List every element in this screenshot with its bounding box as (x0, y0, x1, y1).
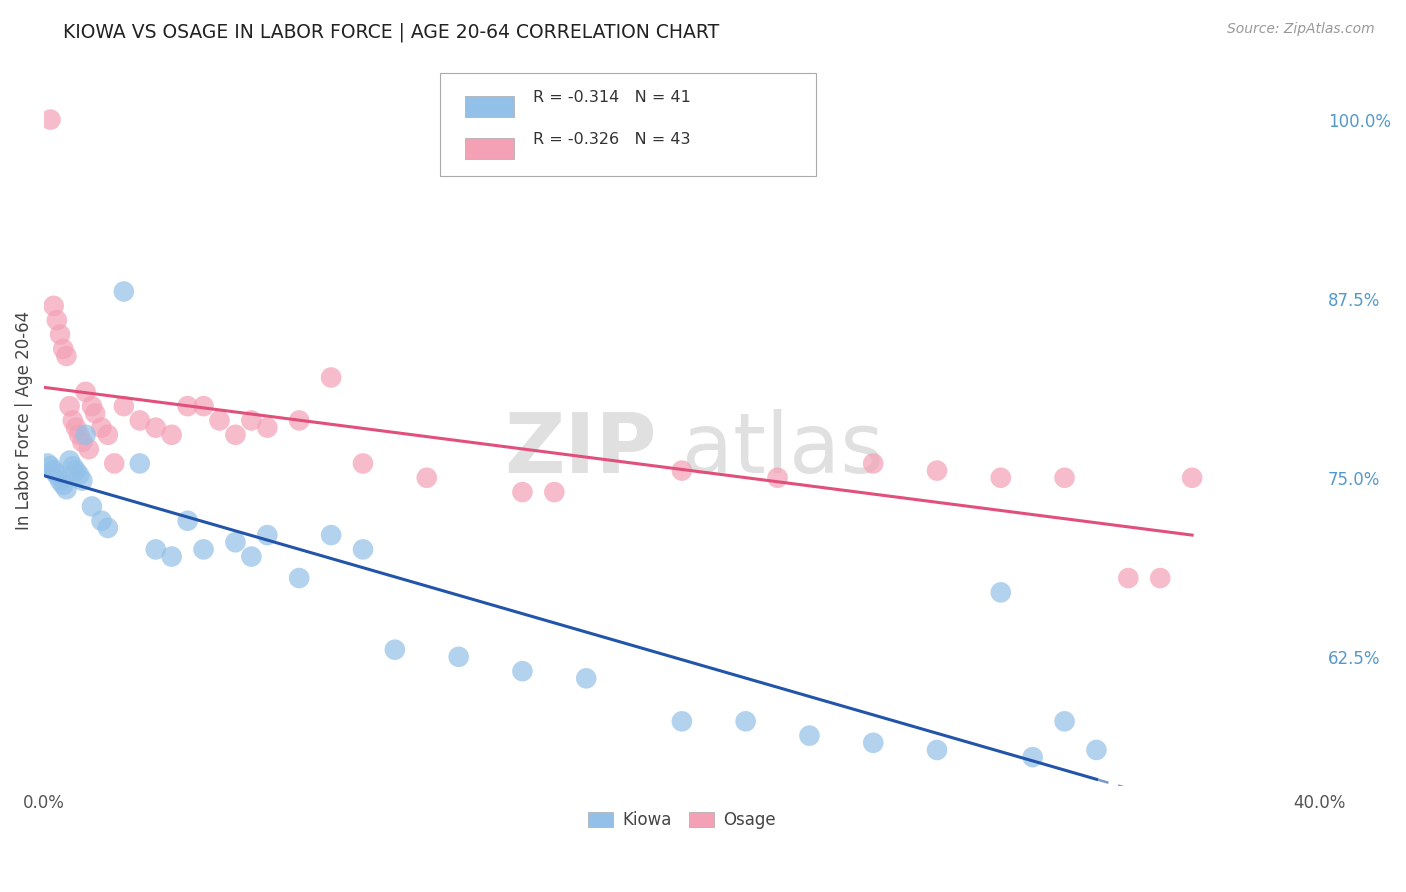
Point (512, 485, 534, 500)
Point (80, 399, 103, 413)
Point (512, 664, 534, 678)
Point (67, 427, 90, 442)
Point (925, 743, 948, 757)
Text: ZIP: ZIP (503, 409, 657, 491)
Point (384, 642, 406, 657)
Point (1085, 743, 1108, 757)
Point (45, 467, 67, 482)
Point (224, 427, 246, 442)
Point (45, 313, 67, 327)
Point (55, 482, 77, 496)
Point (256, 528, 278, 542)
Text: atlas: atlas (682, 409, 883, 491)
Point (39, 459, 62, 474)
Point (112, 399, 135, 413)
Point (59, 399, 82, 413)
Text: Source: ZipAtlas.com: Source: ZipAtlas.com (1227, 22, 1375, 37)
Point (42, 299, 65, 313)
Point (288, 413, 311, 427)
Text: KIOWA VS OSAGE IN LABOR FORCE | AGE 20-64 CORRELATION CHART: KIOWA VS OSAGE IN LABOR FORCE | AGE 20-6… (63, 22, 720, 42)
Point (352, 542, 374, 557)
Point (65, 464, 87, 478)
Point (52, 478, 75, 492)
Point (52, 342, 75, 356)
Point (112, 285, 135, 299)
Point (55, 349, 77, 363)
Point (256, 420, 278, 434)
Point (766, 471, 789, 485)
Point (80, 500, 103, 514)
Point (97, 427, 120, 442)
Point (39, 112, 62, 127)
Point (59, 453, 82, 467)
Point (352, 457, 374, 471)
Point (49, 327, 72, 342)
Point (416, 471, 439, 485)
Point (319, 370, 342, 384)
Point (128, 413, 150, 427)
Point (224, 535, 246, 549)
Text: R = -0.326   N = 43: R = -0.326 N = 43 (533, 132, 690, 146)
Point (90, 514, 112, 528)
Point (75, 384, 97, 399)
Point (103, 457, 125, 471)
Point (575, 671, 598, 685)
FancyBboxPatch shape (465, 138, 513, 159)
Point (208, 413, 231, 427)
Point (862, 457, 884, 471)
Point (84, 406, 107, 420)
Point (319, 528, 342, 542)
Point (799, 729, 821, 743)
Point (734, 714, 756, 729)
Point (193, 399, 215, 413)
Point (145, 542, 167, 557)
Point (671, 464, 693, 478)
Point (193, 542, 215, 557)
Point (862, 736, 884, 750)
Point (42, 464, 65, 478)
Point (288, 571, 311, 585)
Point (77, 442, 100, 456)
Point (176, 399, 198, 413)
Point (1181, 471, 1204, 485)
Point (671, 714, 693, 729)
Point (1021, 750, 1043, 764)
Point (65, 420, 87, 434)
Point (37, 457, 59, 471)
Point (160, 427, 183, 442)
Text: R = -0.314   N = 41: R = -0.314 N = 41 (533, 90, 690, 105)
Point (160, 549, 183, 564)
Point (128, 457, 150, 471)
Point (447, 649, 470, 664)
FancyBboxPatch shape (440, 73, 815, 176)
Point (543, 485, 565, 500)
Point (62, 413, 84, 427)
Point (90, 420, 112, 434)
Point (1053, 714, 1076, 729)
FancyBboxPatch shape (465, 96, 513, 117)
Y-axis label: In Labor Force | Age 20-64: In Labor Force | Age 20-64 (15, 311, 32, 530)
Point (1053, 471, 1076, 485)
Point (990, 471, 1012, 485)
Point (67, 467, 90, 482)
Point (75, 427, 97, 442)
Point (990, 585, 1012, 599)
Point (1149, 571, 1171, 585)
Point (925, 464, 948, 478)
Point (176, 514, 198, 528)
Point (49, 474, 72, 488)
Point (145, 420, 167, 434)
Point (97, 521, 120, 535)
Legend: Kiowa, Osage: Kiowa, Osage (581, 805, 783, 836)
Point (62, 459, 84, 474)
Point (1118, 571, 1140, 585)
Point (72, 434, 94, 449)
Point (72, 474, 94, 488)
Point (240, 549, 263, 564)
Point (240, 413, 263, 427)
